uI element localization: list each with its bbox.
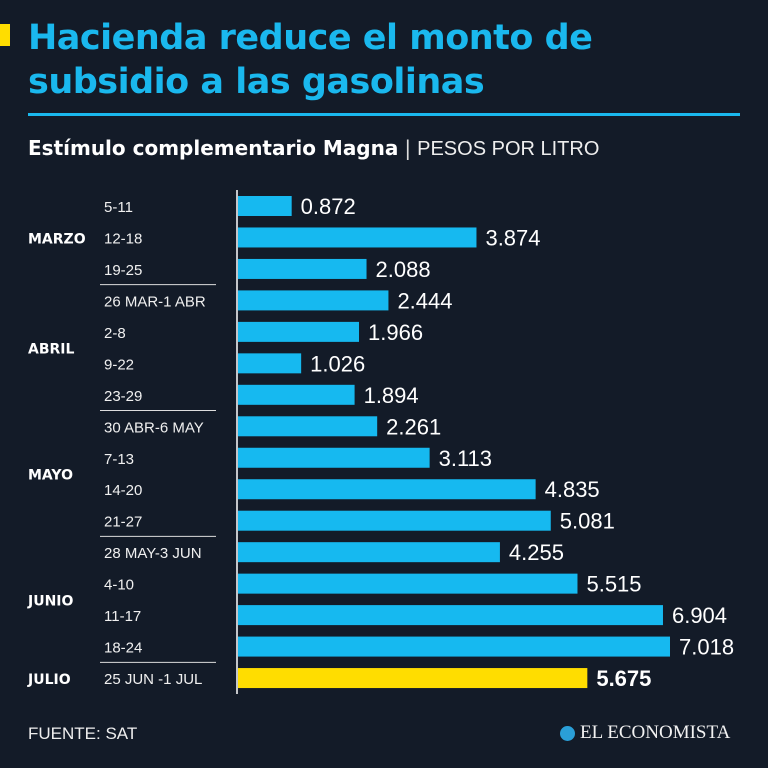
month-label: MAYO xyxy=(28,467,73,483)
value-label: 5.675 xyxy=(596,666,651,691)
accent-marker xyxy=(0,24,10,46)
month-label: JULIO xyxy=(27,672,71,688)
value-label: 6.904 xyxy=(672,603,727,628)
month-label: JUNIO xyxy=(27,593,74,609)
category-label: 5-11 xyxy=(104,199,133,216)
category-label: 25 JUN -1 JUL xyxy=(104,671,202,688)
value-label: 4.835 xyxy=(545,477,600,502)
value-label: 5.515 xyxy=(586,572,641,597)
subtitle-text: Estímulo complementario Magna xyxy=(28,136,399,160)
month-label: ABRIL xyxy=(28,342,74,358)
value-label: 0.872 xyxy=(301,194,356,219)
category-label: 18-24 xyxy=(104,640,142,657)
bar xyxy=(238,668,588,689)
bar xyxy=(238,447,430,468)
category-label: 4-10 xyxy=(104,577,134,594)
value-label: 2.444 xyxy=(397,288,452,313)
chart-title: Hacienda reduce el monto de subsidio a l… xyxy=(28,18,593,102)
globe-icon xyxy=(560,725,575,741)
publisher-logo: EL ECONOMISTA xyxy=(560,722,730,744)
category-label: 9-22 xyxy=(104,356,134,373)
value-label: 3.113 xyxy=(439,446,492,471)
bar xyxy=(238,573,578,594)
category-label: 30 ABR-6 MAY xyxy=(104,419,204,436)
category-label: 28 MAY-3 JUN xyxy=(104,545,202,562)
bar xyxy=(238,321,360,342)
value-label: 1.966 xyxy=(368,320,423,345)
subtitle-separator: | xyxy=(404,136,412,160)
month-label: MARZO xyxy=(28,231,86,247)
category-label: 11-17 xyxy=(104,608,141,625)
bar xyxy=(238,227,477,248)
bar xyxy=(238,542,500,563)
bar xyxy=(238,258,367,279)
value-label: 1.026 xyxy=(310,351,365,376)
value-label: 4.255 xyxy=(509,540,564,565)
category-label: 21-27 xyxy=(104,514,142,531)
value-label: 5.081 xyxy=(560,509,615,534)
bar xyxy=(238,479,536,500)
logo-text: EL ECONOMISTA xyxy=(580,722,731,743)
value-label: 3.874 xyxy=(485,225,540,250)
category-label: 19-25 xyxy=(104,262,142,279)
unit-label: PESOS POR LITRO xyxy=(417,138,600,160)
bar xyxy=(238,384,355,405)
bar xyxy=(238,636,670,657)
bar xyxy=(238,353,302,374)
category-label: 2-8 xyxy=(104,325,126,342)
category-label: 26 MAR-1 ABR xyxy=(104,293,206,310)
value-label: 7.018 xyxy=(679,635,734,660)
value-label: 1.894 xyxy=(364,383,419,408)
source-note: FUENTE: SAT xyxy=(28,724,138,743)
category-label: 23-29 xyxy=(104,388,142,405)
bar xyxy=(238,290,389,311)
value-label: 2.261 xyxy=(386,414,441,439)
value-label: 2.088 xyxy=(376,257,431,282)
bar xyxy=(238,416,378,437)
bar xyxy=(238,196,292,216)
bar xyxy=(238,510,551,531)
chart-subtitle: Estímulo complementario Magna | PESOS POR … xyxy=(28,136,599,161)
title-divider xyxy=(28,113,740,116)
category-label: 12-18 xyxy=(104,230,142,247)
category-label: 7-13 xyxy=(104,451,134,468)
category-label: 14-20 xyxy=(104,482,142,499)
bar xyxy=(238,605,663,626)
